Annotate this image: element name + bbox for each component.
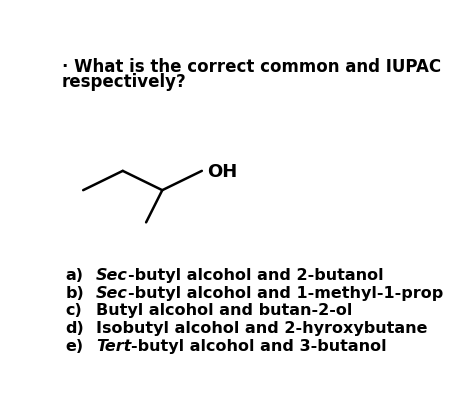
Text: respectively?: respectively? — [62, 73, 186, 91]
Text: Tert: Tert — [95, 339, 131, 354]
Text: b): b) — [65, 285, 84, 301]
Text: -butyl alcohol and 1-methyl-1-prop: -butyl alcohol and 1-methyl-1-prop — [127, 285, 442, 301]
Text: Sec: Sec — [95, 285, 127, 301]
Text: -butyl alcohol and 3-butanol: -butyl alcohol and 3-butanol — [131, 339, 386, 354]
Text: Isobutyl alcohol and 2-hyroxybutane: Isobutyl alcohol and 2-hyroxybutane — [95, 321, 426, 336]
Text: a): a) — [65, 268, 83, 283]
Text: Butyl alcohol and butan-2-ol: Butyl alcohol and butan-2-ol — [95, 303, 351, 319]
Text: · What is the correct common and IUPAC: · What is the correct common and IUPAC — [62, 58, 440, 76]
Text: e): e) — [65, 339, 83, 354]
Text: -butyl alcohol and 2-butanol: -butyl alcohol and 2-butanol — [127, 268, 382, 283]
Text: OH: OH — [207, 163, 237, 181]
Text: c): c) — [65, 303, 82, 319]
Text: Sec: Sec — [95, 268, 127, 283]
Text: d): d) — [65, 321, 84, 336]
